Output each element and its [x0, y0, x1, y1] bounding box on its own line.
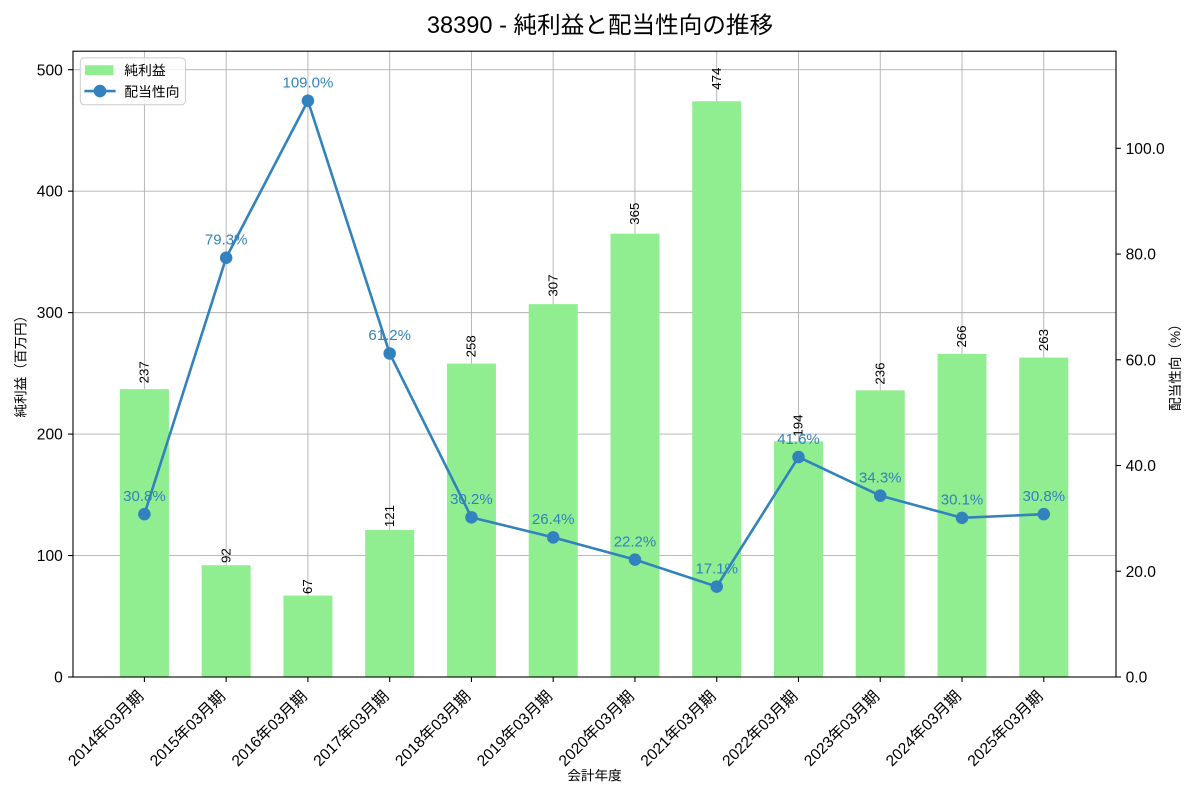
svg-text:258: 258: [464, 335, 479, 357]
svg-text:79.3%: 79.3%: [205, 232, 248, 249]
svg-text:263: 263: [1036, 329, 1051, 351]
svg-text:100: 100: [37, 548, 63, 565]
svg-text:%: %: [1168, 331, 1183, 343]
svg-text:500: 500: [37, 62, 63, 79]
svg-text:30.2%: 30.2%: [450, 491, 493, 508]
svg-text:236: 236: [872, 363, 887, 385]
svg-text:20.0: 20.0: [1126, 564, 1157, 581]
svg-text:194: 194: [791, 415, 806, 437]
svg-text:30.8%: 30.8%: [123, 488, 166, 505]
svg-text:266: 266: [954, 325, 969, 347]
svg-text:237: 237: [137, 361, 152, 383]
svg-text:30.1%: 30.1%: [941, 492, 984, 509]
svg-text:40.0: 40.0: [1126, 458, 1157, 475]
svg-text:41.6%: 41.6%: [777, 431, 820, 448]
svg-text:300: 300: [37, 305, 63, 322]
svg-text:365: 365: [627, 203, 642, 225]
svg-text:80.0: 80.0: [1126, 247, 1157, 264]
svg-text:200: 200: [37, 427, 63, 444]
svg-text:67: 67: [300, 579, 315, 594]
svg-text:30.8%: 30.8%: [1022, 488, 1065, 505]
svg-text:60.0: 60.0: [1126, 352, 1157, 369]
svg-text:38390 -: 38390 -: [427, 13, 507, 39]
svg-text:61.2%: 61.2%: [368, 327, 411, 344]
svg-text:0: 0: [54, 670, 63, 687]
svg-text:400: 400: [37, 184, 63, 201]
svg-text:34.3%: 34.3%: [859, 469, 902, 486]
svg-text:92: 92: [218, 548, 233, 563]
svg-text:474: 474: [709, 68, 724, 90]
svg-text:0.0: 0.0: [1126, 670, 1148, 687]
svg-text:109.0%: 109.0%: [282, 75, 333, 92]
svg-text:17.1%: 17.1%: [695, 560, 738, 577]
svg-text:26.4%: 26.4%: [532, 511, 575, 528]
svg-text:22.2%: 22.2%: [614, 533, 657, 550]
svg-text:100.0: 100.0: [1126, 141, 1165, 158]
svg-text:121: 121: [382, 505, 397, 527]
svg-text:307: 307: [545, 275, 560, 297]
